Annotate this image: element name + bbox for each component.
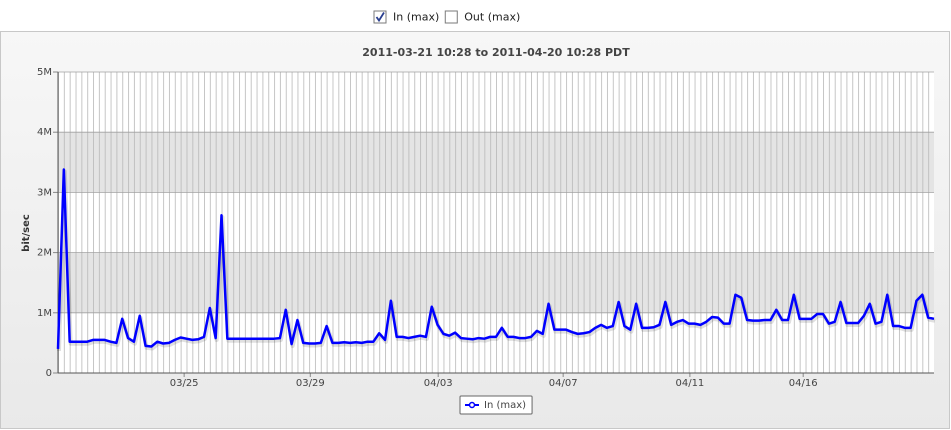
y-tick-label: 3M — [37, 187, 52, 198]
y-tick-label: 5M — [37, 67, 52, 78]
legend: In (max) — [459, 395, 533, 415]
x-tick-label: 04/03 — [424, 378, 453, 389]
checkbox-label[interactable]: Out (max) — [464, 11, 520, 24]
line-shadow — [57, 169, 936, 351]
x-tick-label: 04/07 — [549, 378, 578, 389]
legend-box — [459, 395, 533, 415]
y-tick-label: 2M — [37, 248, 52, 259]
x-tick-label: 03/29 — [296, 378, 325, 389]
legend-label: In (max) — [484, 400, 526, 411]
y-tick-label: 4M — [37, 127, 52, 138]
y-tick-label: 0 — [46, 368, 52, 379]
chart-title: 2011-03-21 10:28 to 2011-04-20 10:28 PDT — [362, 46, 630, 59]
x-tick-label: 04/11 — [675, 378, 704, 389]
plot-area: 0 1M 2M 3M 4M 5M 03/25 03/29 04/03 04/07 04/11 04/1… — [37, 67, 936, 415]
y-axis-label: bit/sec — [21, 214, 32, 252]
line — [56, 168, 935, 349]
check-mark — [375, 12, 385, 23]
toolbar — [0, 0, 951, 31]
y-tick-label: 1M — [37, 308, 52, 319]
checkbox-label[interactable]: In (max) — [393, 11, 439, 24]
legend-marker — [468, 401, 476, 409]
checkbox[interactable] — [444, 10, 458, 24]
vertical-grid-pattern — [58, 72, 934, 373]
x-tick-label: 04/16 — [789, 378, 818, 389]
x-tick-label: 03/25 — [170, 378, 199, 389]
